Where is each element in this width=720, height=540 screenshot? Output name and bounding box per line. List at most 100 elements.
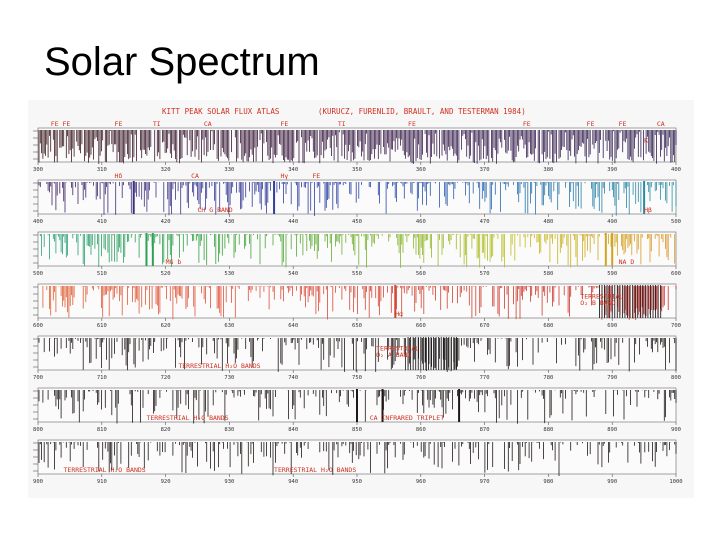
tick-label: 540	[288, 271, 298, 277]
spectrum-row: 900 910 920 930 940 950 960 970 980 990 1000 TERRES…	[33, 439, 683, 485]
tick-label: 350	[352, 167, 362, 173]
tick-label: 630	[224, 323, 234, 329]
tick-label: 490	[607, 219, 617, 225]
tick-label: 940	[288, 479, 298, 485]
feature-label: TERRESTRIAL	[580, 292, 623, 300]
tick-label: 310	[97, 167, 107, 173]
tick-label: 800	[671, 375, 681, 381]
feature-label: FE	[115, 120, 123, 128]
tick-label: 870	[480, 427, 490, 433]
spectrum-row: 300 310 320 330 340 350 360 370 380 390 400 FE FE FE…	[33, 120, 681, 173]
tick-label: 780	[543, 375, 553, 381]
feature-label: CH G BAND	[198, 206, 233, 214]
tick-label: 840	[288, 427, 298, 433]
tick-label: 880	[543, 427, 553, 433]
tick-label: 1000	[669, 479, 682, 485]
tick-label: 400	[671, 167, 681, 173]
tick-label: 480	[543, 219, 553, 225]
spectrum-row: 500 510 520 530 540 550 560 570 580 590 600 MG b NA …	[33, 231, 681, 277]
tick-label: 330	[224, 167, 234, 173]
feature-label: K	[644, 136, 648, 144]
feature-label: CA	[191, 172, 199, 180]
tick-label: 380	[543, 167, 553, 173]
tick-label: 430	[224, 219, 234, 225]
tick-label: 660	[416, 323, 426, 329]
tick-label: 790	[607, 375, 617, 381]
tick-label: 860	[416, 427, 426, 433]
feature-label: O₂ A BAND	[376, 351, 411, 359]
tick-label: 750	[352, 375, 362, 381]
tick-label: 730	[224, 375, 234, 381]
tick-label: 850	[352, 427, 362, 433]
feature-label: CA INFRARED TRIPLET	[370, 414, 444, 422]
tick-label: 500	[33, 271, 43, 277]
tick-label: 960	[416, 479, 426, 485]
slide-title: Solar Spectrum	[44, 40, 320, 84]
tick-label: 580	[543, 271, 553, 277]
tick-label: 930	[224, 479, 234, 485]
tick-label: 440	[288, 219, 298, 225]
tick-label: 460	[416, 219, 426, 225]
tick-label: 740	[288, 375, 298, 381]
tick-label: 450	[352, 219, 362, 225]
feature-label: FE	[587, 120, 595, 128]
tick-label: 830	[224, 427, 234, 433]
feature-label: TERRESTRIAL H₂O BANDS	[146, 414, 228, 422]
tick-label: 620	[161, 323, 171, 329]
feature-label: FE	[523, 120, 531, 128]
feature-label: FE	[280, 120, 288, 128]
tick-label: 590	[607, 271, 617, 277]
tick-label: 820	[161, 427, 171, 433]
tick-label: 680	[543, 323, 553, 329]
feature-label: FE	[408, 120, 416, 128]
tick-label: 920	[161, 479, 171, 485]
feature-label: Hβ	[644, 206, 652, 214]
tick-label: 360	[416, 167, 426, 173]
tick-label: 720	[161, 375, 171, 381]
atlas-citation: (KURUCZ, FURENLID, BRAULT, AND TESTERMAN…	[318, 107, 526, 116]
tick-label: 530	[224, 271, 234, 277]
tick-label: 690	[607, 323, 617, 329]
feature-label: CA	[204, 120, 212, 128]
tick-label: 950	[352, 479, 362, 485]
tick-label: 800	[33, 427, 43, 433]
tick-label: 970	[480, 479, 490, 485]
tick-label: 650	[352, 323, 362, 329]
feature-label: O₂ B BAND	[580, 299, 615, 307]
row-frame	[37, 335, 677, 371]
tick-label: 320	[161, 167, 171, 173]
tick-label: 390	[607, 167, 617, 173]
feature-label: TI	[153, 120, 161, 128]
feature-label: Hγ	[280, 172, 288, 180]
feature-label: TERRESTRIAL H₂O BANDS	[64, 466, 146, 474]
tick-label: 980	[543, 479, 553, 485]
tick-label: 520	[161, 271, 171, 277]
tick-label: 910	[97, 479, 107, 485]
feature-label: TERRESTRIAL H₂O BANDS	[178, 362, 260, 370]
tick-label: 670	[480, 323, 490, 329]
tick-label: 510	[97, 271, 107, 277]
tick-label: 600	[33, 323, 43, 329]
feature-label: Hδ	[115, 172, 123, 180]
row-frame	[37, 231, 677, 267]
tick-label: 370	[480, 167, 490, 173]
feature-label: TI	[338, 120, 346, 128]
feature-label: MG b	[166, 258, 182, 266]
tick-label: 900	[33, 479, 43, 485]
feature-label: TERRESTRIAL H₂O BANDS	[274, 466, 356, 474]
tick-label: 810	[97, 427, 107, 433]
tick-label: 700	[33, 375, 43, 381]
spectrum-row: 800 810 820 830 840 850 860 870 880 890 900 TERREST…	[33, 387, 681, 433]
tick-label: 570	[480, 271, 490, 277]
tick-label: 500	[671, 219, 681, 225]
feature-label: CA	[657, 120, 665, 128]
tick-label: 610	[97, 323, 107, 329]
tick-label: 700	[671, 323, 681, 329]
spectrum-rows: 300 310 320 330 340 350 360 370 380 390 400 FE FE FE…	[33, 120, 683, 485]
feature-label: Hα	[395, 310, 403, 318]
tick-label: 640	[288, 323, 298, 329]
tick-label: 990	[607, 479, 617, 485]
feature-label: FE FE	[51, 120, 71, 128]
tick-label: 340	[288, 167, 298, 173]
tick-label: 400	[33, 219, 43, 225]
